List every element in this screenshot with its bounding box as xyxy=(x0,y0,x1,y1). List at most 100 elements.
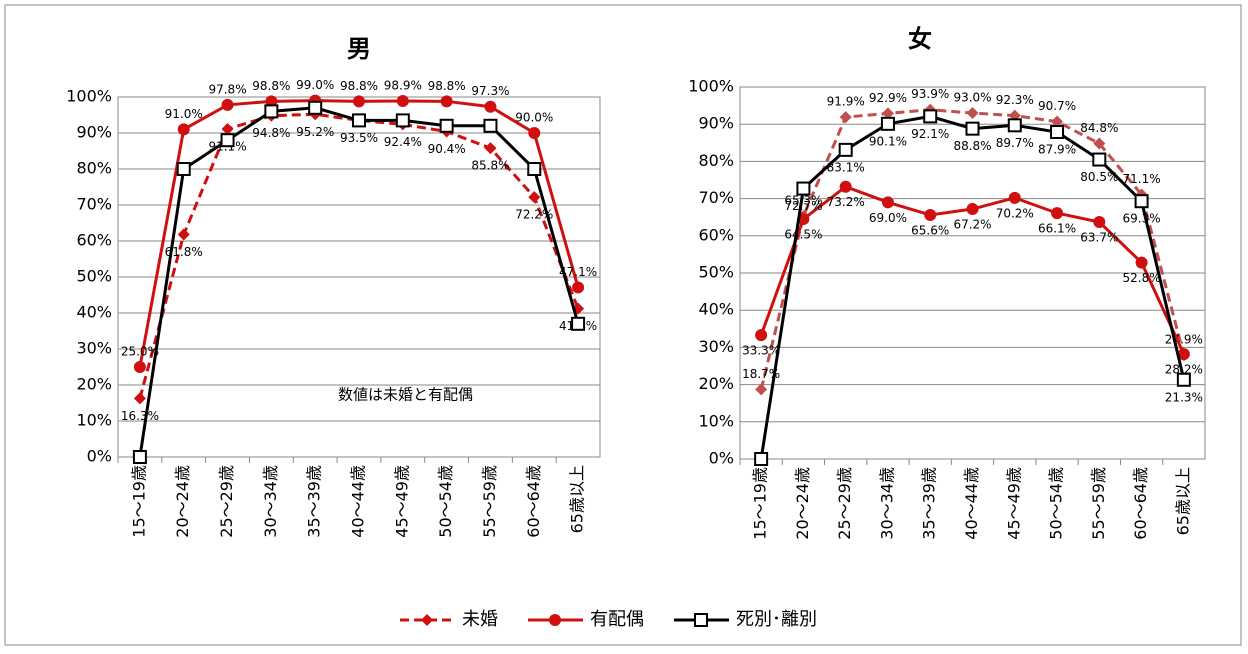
value-label: 72.7% xyxy=(784,199,822,213)
marker xyxy=(484,142,497,155)
marker xyxy=(839,111,852,124)
y-tick-label: 80% xyxy=(76,159,112,178)
x-tick-label: 25～29歳 xyxy=(835,467,854,540)
marker xyxy=(440,95,453,108)
value-label: 92.1% xyxy=(911,127,949,141)
y-tick-label: 40% xyxy=(76,303,112,322)
marker xyxy=(1176,372,1191,387)
value-label: 25.0% xyxy=(121,345,159,359)
value-label: 92.3% xyxy=(996,93,1034,107)
marker xyxy=(880,116,895,131)
x-tick-label: 50～54歳 xyxy=(1047,467,1066,540)
value-label: 71.1% xyxy=(1123,172,1161,186)
marker xyxy=(1135,256,1148,269)
x-tick-label: 40～44歳 xyxy=(962,467,981,540)
marker xyxy=(221,123,234,136)
marker xyxy=(484,100,497,113)
y-tick-label: 20% xyxy=(698,374,734,393)
value-label: 87.9% xyxy=(1038,143,1076,157)
y-tick-label: 0% xyxy=(709,449,734,468)
y-tick-label: 70% xyxy=(698,188,734,207)
marker xyxy=(923,109,938,124)
chart-title: 男 xyxy=(347,35,371,63)
x-tick-label: 45～49歳 xyxy=(392,465,411,538)
annotation: 数値は未婚と有配偶 xyxy=(338,386,473,404)
y-tick-label: 70% xyxy=(76,195,112,214)
value-label: 89.7% xyxy=(996,136,1034,150)
marker xyxy=(133,361,146,373)
x-tick-label: 40～44歳 xyxy=(349,465,368,538)
marker xyxy=(483,118,498,133)
value-label: 99.0% xyxy=(296,78,334,92)
marker xyxy=(1093,216,1106,229)
value-label: 33.3% xyxy=(742,344,780,358)
legend-label: 死別･離別 xyxy=(736,609,817,630)
marker xyxy=(132,450,147,464)
value-label: 98.9% xyxy=(384,78,422,92)
marker xyxy=(796,181,811,196)
marker xyxy=(1093,137,1106,150)
marker xyxy=(881,196,894,209)
marker xyxy=(220,133,235,148)
x-tick-label: 25～29歳 xyxy=(217,465,236,538)
x-tick-label: 20～24歳 xyxy=(173,465,192,538)
value-label: 70.2% xyxy=(996,206,1034,220)
marker xyxy=(1007,118,1022,133)
y-tick-label: 90% xyxy=(698,114,734,133)
marker xyxy=(396,94,409,107)
value-label: 91.0% xyxy=(165,107,203,121)
x-tick-label: 65歳以上 xyxy=(1173,467,1192,535)
marker xyxy=(755,383,768,396)
x-tick-label: 20～24歳 xyxy=(793,467,812,540)
y-tick-label: 60% xyxy=(76,231,112,250)
marker xyxy=(839,180,852,193)
marker xyxy=(527,162,542,176)
value-label: 88.8% xyxy=(953,139,991,153)
marker xyxy=(177,123,190,136)
value-label: 83.1% xyxy=(827,160,865,174)
marker xyxy=(838,142,853,157)
x-tick-label: 50～54歳 xyxy=(436,465,455,538)
value-label: 92.4% xyxy=(384,135,422,149)
marker xyxy=(265,95,278,108)
y-tick-label: 80% xyxy=(698,151,734,170)
marker xyxy=(1051,115,1064,128)
value-label: 95.2% xyxy=(296,125,334,139)
marker xyxy=(1177,348,1190,361)
value-label: 93.0% xyxy=(953,91,991,105)
y-tick-label: 90% xyxy=(76,123,112,142)
value-label: 85.8% xyxy=(471,159,509,173)
y-tick-label: 40% xyxy=(698,300,734,319)
marker xyxy=(755,329,768,342)
marker xyxy=(571,316,586,331)
marker xyxy=(176,162,191,176)
value-label: 21.3% xyxy=(1165,390,1203,404)
value-label: 80.5% xyxy=(1080,170,1118,184)
marker xyxy=(133,392,146,405)
marker xyxy=(177,228,190,241)
value-label: 97.3% xyxy=(471,84,509,98)
x-tick-label: 30～34歳 xyxy=(877,467,896,540)
y-tick-label: 10% xyxy=(698,411,734,430)
y-tick-label: 100% xyxy=(66,87,112,106)
value-label: 16.3% xyxy=(121,409,159,423)
value-label: 69.0% xyxy=(869,211,907,225)
marker xyxy=(1008,191,1021,204)
marker xyxy=(966,203,979,216)
x-tick-label: 55～59歳 xyxy=(480,465,499,538)
value-label: 94.8% xyxy=(252,126,290,140)
value-label: 65.6% xyxy=(911,223,949,237)
value-label: 66.1% xyxy=(1038,222,1076,236)
y-tick-label: 10% xyxy=(76,411,112,430)
value-label: 64.5% xyxy=(784,228,822,242)
legend-label: 有配偶 xyxy=(590,609,644,630)
marker xyxy=(528,127,541,139)
value-label: 73.2% xyxy=(827,195,865,209)
marker xyxy=(353,95,365,108)
series-line xyxy=(138,112,580,399)
value-label: 90.7% xyxy=(1038,99,1076,113)
x-tick-label: 35～39歳 xyxy=(305,465,324,538)
value-label: 72.2% xyxy=(515,208,553,222)
value-label: 47.1% xyxy=(559,265,597,279)
value-label: 91.9% xyxy=(827,95,865,109)
